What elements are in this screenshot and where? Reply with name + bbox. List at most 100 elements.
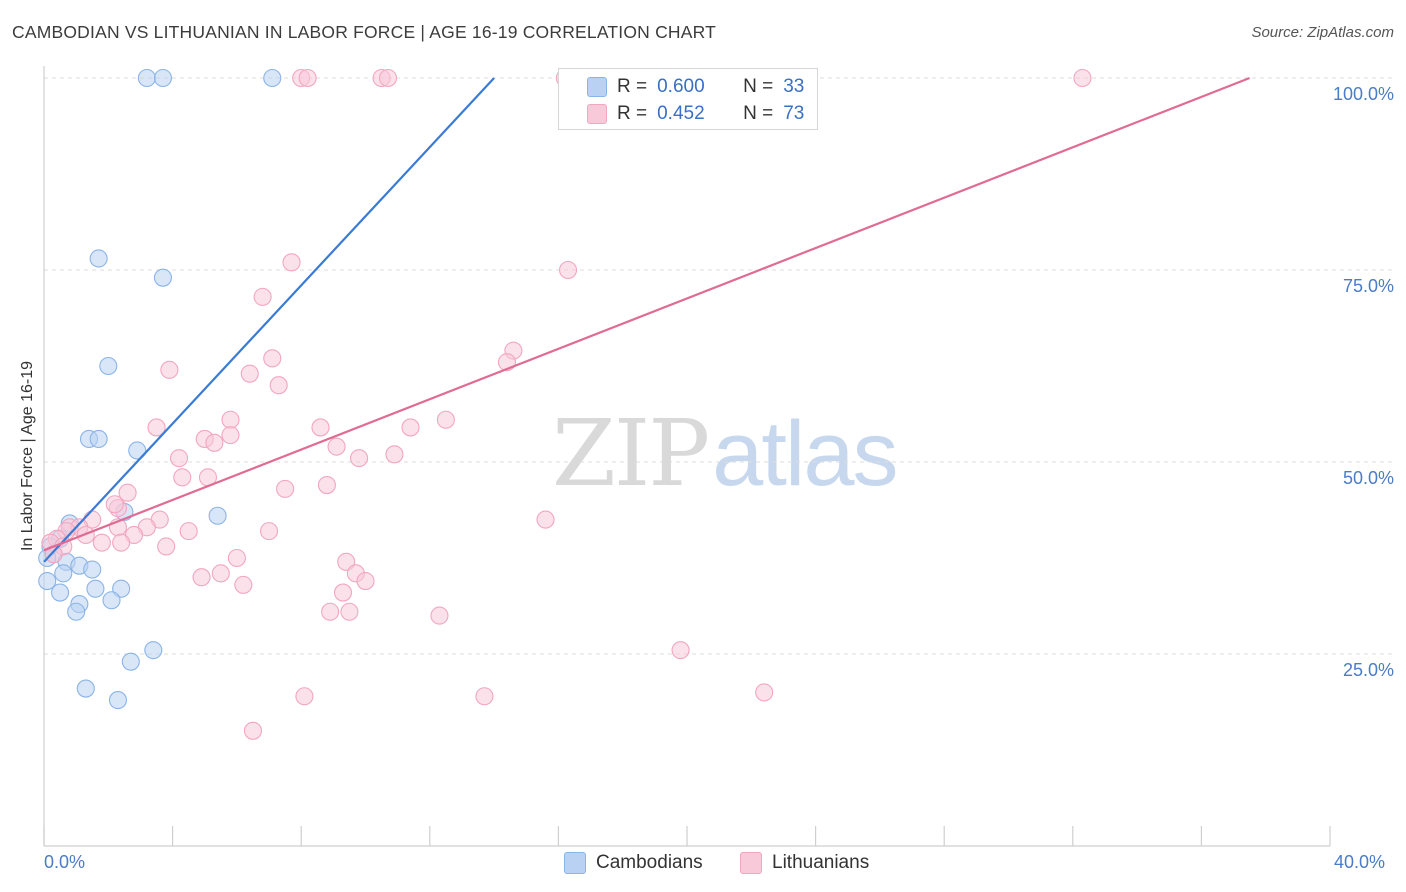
lithuanian-point [333,583,353,602]
lithuanian-point [179,522,198,541]
lithuanian-trend-line [43,76,1251,552]
lithuanian-point [430,606,449,625]
lithuanian-point [173,468,192,487]
legend-swatch [564,852,586,874]
lithuanian-point [147,418,166,437]
cambodian-point [51,583,70,602]
lithuanian-point [211,564,230,583]
lithuanian-point [401,418,420,437]
cambodian-point [128,441,147,460]
cambodian-point [208,506,227,525]
lithuanian-point [105,495,124,514]
lithuanian-point [1073,68,1092,88]
lithuanian-point [311,418,330,437]
cambodian-point [76,679,95,698]
lithuanian-point [263,349,282,368]
y-tick-label: 50.0% [1342,468,1394,488]
cambodian-point [121,652,140,671]
cambodian-point [67,602,86,621]
lithuanian-point [227,548,246,568]
lithuanian-point [234,575,253,594]
lithuanian-point [327,437,346,456]
stats-legend: R = 0.600 N = 33 R = 0.452 N = 73 [558,68,818,130]
legend-label: Cambodians [596,852,703,873]
lithuanian-point [385,445,404,464]
legend-swatch-lithuanians [587,104,607,124]
lithuanian-point [243,721,263,740]
lithuanian-point [118,483,137,502]
cambodian-point [153,268,173,287]
lithuanian-point [298,68,317,88]
legend-n-label: N = [743,76,774,97]
lithuanian-point [160,360,179,379]
legend-item-cambodians: Cambodians [564,852,703,874]
cambodian-point [99,356,118,376]
cambodian-point [263,68,282,88]
cambodian-point [137,68,156,88]
lithuanian-point [92,533,111,552]
lithuanian-point [157,537,176,556]
legend-label: Lithuanians [772,852,870,873]
cambodian-point [144,641,163,660]
cambodian-point [83,560,102,579]
lithuanian-point [169,449,189,468]
legend-row-lithuanians: R = 0.452 N = 73 [617,102,804,126]
lithuanian-point [221,410,240,429]
axis-layer [43,66,1331,847]
cambodian-point [89,249,108,268]
lithuanian-point [282,253,301,272]
cambodian-point [54,564,73,583]
cambodian-point [108,691,127,710]
x-tick-min: 0.0% [44,852,86,872]
legend-r-value: 0.452 [657,103,705,124]
lithuanian-point [356,571,375,591]
y-tick-label: 100.0% [1332,84,1394,104]
source-label: Source: ZipAtlas.com [1251,24,1394,41]
lithuanian-point [321,602,340,621]
legend-r-label: R = [617,76,648,97]
lithuanian-point [205,433,224,452]
cambodian-point [86,579,105,598]
legend-r-value: 0.600 [657,76,705,97]
lithuanian-point [671,641,690,660]
cambodian-point [102,591,121,610]
lithuanian-point [340,602,359,621]
cambodian-point [153,68,173,88]
lithuanian-point [317,475,336,495]
lithuanian-point [337,552,356,571]
lithuanian-point [475,687,494,706]
cambodian-trend-line [43,77,495,563]
lithuanian-point [276,479,295,498]
lithuanian-point [378,68,398,88]
legend-swatch-cambodians [587,77,607,97]
y-axis-label: In Labor Force | Age 16-19 [19,360,36,552]
legend-n-value: 33 [783,76,805,97]
y-tick-label: 25.0% [1342,660,1394,680]
lithuanian-point [558,260,578,280]
lithuanian-point [192,568,211,587]
y-tick-label: 75.0% [1342,276,1394,296]
x-tick-max: 40.0% [1334,852,1386,872]
lithuanian-point [259,522,279,541]
lithuanian-point [269,376,288,395]
lithuanian-point [350,449,369,468]
chart-title: CAMBODIAN VS LITHUANIAN IN LABOR FORCE |… [12,22,717,42]
cambodian-point [89,429,108,449]
lithuanian-point [112,533,131,552]
lithuanian-point [295,687,314,706]
legend-r-label: R = [617,103,648,124]
lithuanian-point [536,510,555,529]
legend-row-cambodians: R = 0.600 N = 33 [617,75,804,99]
points-layer [38,68,1092,740]
lithuanian-point [253,287,272,306]
legend-swatch [740,852,762,874]
legend-n-label: N = [743,103,774,124]
legend-item-lithuanians: Lithuanians [740,852,869,874]
trend-layer [43,76,1251,563]
lithuanian-point [755,683,774,702]
lithuanian-point [240,364,259,383]
legend-n-value: 73 [783,103,805,124]
cambodian-point [112,579,131,598]
cambodian-point [38,571,57,591]
